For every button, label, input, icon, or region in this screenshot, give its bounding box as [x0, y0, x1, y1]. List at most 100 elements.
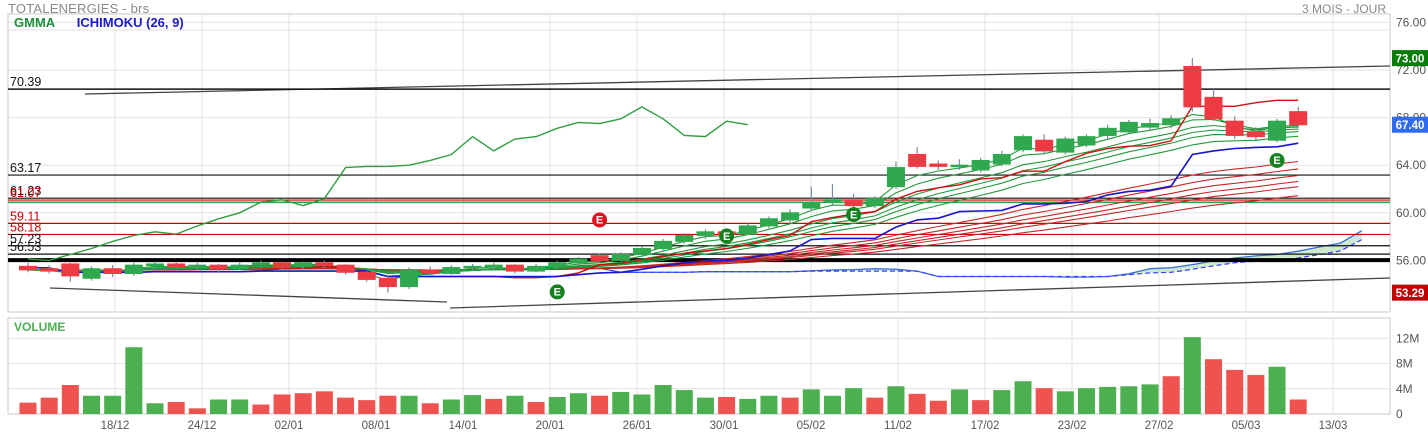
candle-up — [971, 159, 990, 171]
grid — [7, 13, 1391, 415]
svg-text:12M: 12M — [1396, 331, 1419, 345]
svg-text:61.23: 61.23 — [10, 184, 41, 198]
svg-text:63.17: 63.17 — [10, 161, 41, 175]
svg-text:60.00: 60.00 — [1396, 206, 1426, 220]
candle-up — [82, 268, 101, 279]
candle-up — [146, 263, 165, 266]
legend-gmma[interactable]: GMMA — [14, 15, 56, 30]
candle-down — [61, 263, 80, 277]
candle-down — [357, 271, 376, 280]
candle-down — [378, 277, 397, 288]
candles — [19, 58, 1308, 293]
svg-text:24/12: 24/12 — [188, 420, 217, 432]
svg-text:27/02: 27/02 — [1145, 420, 1174, 432]
svg-text:E: E — [554, 287, 561, 299]
candle-up — [463, 265, 482, 269]
event-marker-icon — [846, 207, 862, 223]
volume-bar — [358, 400, 376, 414]
volume-bar — [61, 385, 79, 414]
volume-bar — [569, 393, 587, 414]
candle-down — [1035, 139, 1054, 152]
instrument-title: TOTALENERGIES - brs — [8, 1, 150, 16]
volume-bar — [548, 396, 566, 414]
candle-up — [294, 262, 313, 267]
volume-bar — [929, 400, 947, 414]
volume-bar — [273, 394, 291, 414]
volume-bar — [1141, 384, 1159, 414]
svg-text:17/02: 17/02 — [971, 420, 1000, 432]
volume-bar — [993, 390, 1011, 414]
candle-down — [315, 262, 334, 266]
volume-bar — [1162, 376, 1180, 414]
event-marker-icon — [592, 212, 608, 228]
volume-bars — [19, 337, 1307, 414]
volume-bar — [125, 347, 143, 414]
candle-up — [802, 201, 821, 209]
svg-text:05/03: 05/03 — [1232, 420, 1261, 432]
candle-down — [590, 255, 609, 261]
volume-bar — [1205, 359, 1223, 414]
volume-bar — [739, 398, 757, 414]
svg-text:59.11: 59.11 — [10, 209, 40, 223]
candle-down — [1246, 131, 1265, 138]
candle-up — [759, 218, 778, 227]
indicator-legend: GMMA ICHIMOKU (26, 9) — [14, 15, 184, 30]
candle-down — [929, 163, 948, 167]
candle-down — [336, 264, 355, 273]
level-lines — [8, 88, 1390, 263]
candle-down — [1289, 111, 1308, 126]
volume-bar — [972, 400, 990, 414]
svg-text:E: E — [850, 209, 857, 221]
svg-text:05/02: 05/02 — [797, 420, 826, 432]
svg-text:4M: 4M — [1396, 382, 1413, 396]
volume-label: VOLUME — [14, 320, 66, 334]
volume-bar — [1183, 337, 1201, 414]
volume-bar — [40, 397, 58, 414]
volume-bar — [718, 396, 736, 414]
svg-text:56.00: 56.00 — [1396, 253, 1426, 267]
svg-text:67.40: 67.40 — [1396, 120, 1425, 132]
date-axis-labels: 18/12 24/12 02/01 08/01 14/01 20/01 26/01 30/01… — [101, 420, 1348, 432]
volume-axis-labels: 12M 8M 4M 0 — [1396, 331, 1419, 421]
candle-down — [1204, 96, 1223, 120]
svg-text:02/01: 02/01 — [275, 420, 304, 432]
candle-up — [781, 212, 800, 221]
volume-bar — [654, 385, 672, 414]
volume-bar — [506, 395, 524, 414]
volume-bar — [188, 408, 206, 414]
volume-bar — [231, 399, 249, 414]
candle-up — [484, 264, 503, 268]
price-badges: 73.00 67.40 53.29 — [1392, 50, 1428, 301]
period-high-badge — [1392, 50, 1428, 67]
volume-bar — [210, 399, 228, 414]
svg-text:26/01: 26/01 — [623, 420, 652, 432]
volume-bar — [252, 404, 270, 414]
svg-text:20/01: 20/01 — [536, 420, 565, 432]
candle-down — [209, 264, 228, 270]
volume-bar — [760, 395, 778, 414]
chikou-line — [27, 106, 748, 262]
candle-up — [654, 240, 673, 250]
candle-up — [251, 262, 270, 265]
svg-text:53.29: 53.29 — [1396, 288, 1425, 300]
candle-up — [886, 167, 905, 188]
candle-up — [675, 234, 694, 242]
svg-text:64.00: 64.00 — [1396, 158, 1426, 172]
volume-bar — [315, 391, 333, 414]
volume-bar — [400, 395, 418, 414]
volume-bar — [908, 393, 926, 414]
volume-bar — [950, 389, 968, 414]
volume-bar — [1014, 381, 1032, 414]
candle-up — [569, 258, 588, 264]
volume-bar — [104, 395, 122, 414]
legend-ichimoku[interactable]: ICHIMOKU (26, 9) — [76, 15, 184, 30]
candle-up — [823, 199, 842, 203]
gmma-short-lines — [27, 114, 1299, 281]
last-price-badge — [1392, 116, 1428, 133]
volume-bar — [802, 389, 820, 414]
volume-bar — [1289, 399, 1307, 414]
volume-bar — [633, 394, 651, 414]
